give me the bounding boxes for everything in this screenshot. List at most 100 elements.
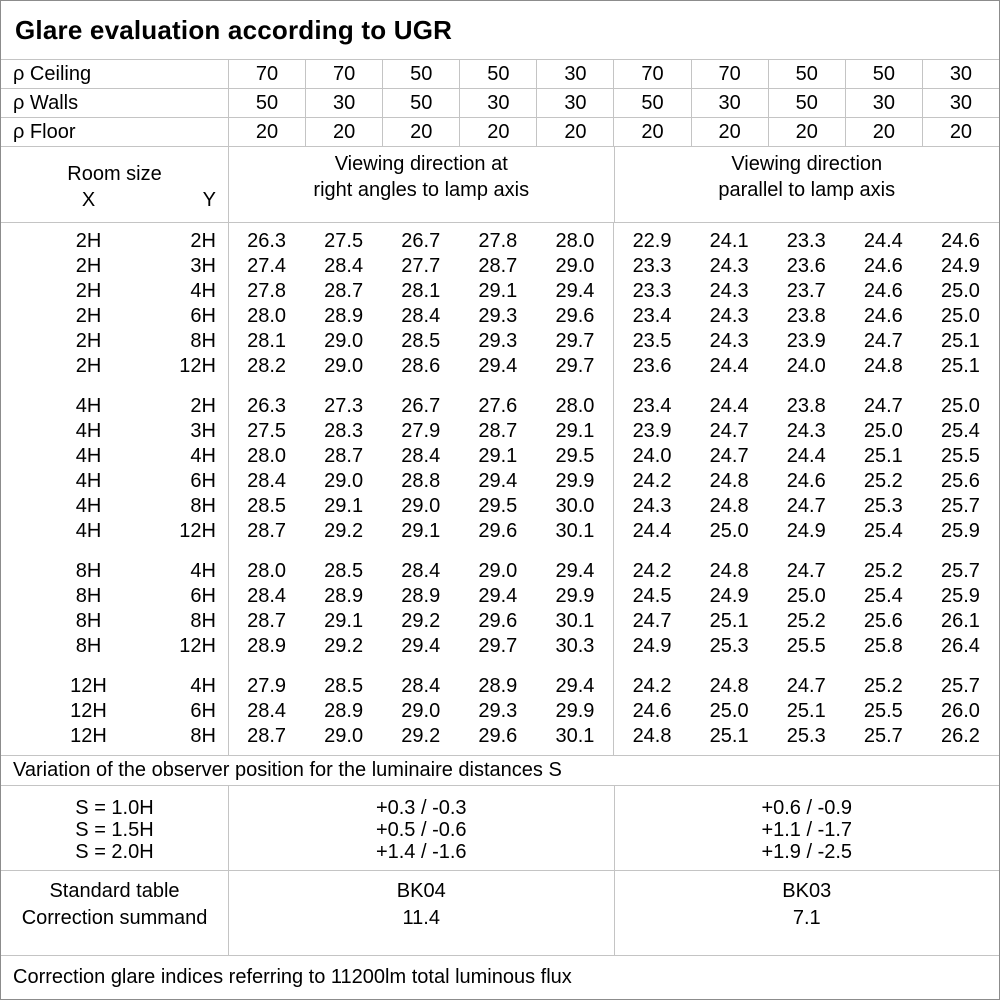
ugr-value-parallel: 24.9	[786, 520, 826, 542]
ugr-value-right-angles: 29.0	[324, 470, 364, 492]
group-header-right-angles: Viewing direction at right angles to lam…	[228, 147, 614, 222]
reflectance-value: 50	[459, 60, 536, 88]
reflectance-row-label: ρ Walls	[13, 91, 79, 114]
ugr-value-right-angles: 29.0	[478, 560, 518, 582]
ugr-value-parallel: 26.4	[940, 635, 980, 657]
table-row: 12H 8H 28.7 29.0 29.2 29.6 30.1 24.8 25.1 25.3 25.…	[1, 724, 999, 749]
spacing-correction-value: +0.3 / -0.3	[375, 797, 467, 819]
reflectance-value: 20	[382, 118, 459, 146]
reflectance-row: ρ Walls 50 30 50 30 30 50 30 50 30 30	[1, 89, 999, 118]
room-size-x-value: 4H	[75, 445, 102, 467]
table-row: 2H 3H 27.4 28.4 27.7 28.7 29.0 23.3 24.3 23.6 24.6…	[1, 254, 999, 279]
ugr-value-right-angles: 29.0	[401, 495, 441, 517]
ugr-value-right-angles: 27.8	[478, 230, 518, 252]
ugr-value-right-angles: 29.1	[478, 445, 518, 467]
ugr-value-right-angles: 28.9	[324, 700, 364, 722]
table-row: 8H 4H 28.0 28.5 28.4 29.0 29.4 24.2 24.8 24.7 25.2…	[1, 559, 999, 584]
ugr-value-parallel: 25.7	[863, 725, 903, 747]
ugr-data-area: 2H 2H 26.3 27.5 26.7 27.8 28.0 22.9 24.1 23.3 24.4…	[1, 223, 999, 756]
table-row: 4H 4H 28.0 28.7 28.4 29.1 29.5 24.0 24.7 24.4 25.1…	[1, 444, 999, 469]
ugr-value-right-angles: 29.2	[324, 520, 364, 542]
room-size-y-value: 6H	[190, 470, 216, 492]
column-separator	[228, 223, 229, 755]
ugr-value-right-angles: 29.7	[555, 330, 595, 352]
ugr-value-right-angles: 29.4	[401, 635, 441, 657]
ugr-value-parallel: 24.9	[632, 635, 672, 657]
ugr-value-right-angles: 28.4	[401, 305, 441, 327]
room-size-x-value: 12H	[70, 675, 107, 697]
ugr-value-parallel: 25.5	[940, 445, 980, 467]
ugr-value-parallel: 24.8	[632, 725, 672, 747]
room-size-x-value: 8H	[75, 560, 102, 582]
ugr-value-right-angles: 28.5	[324, 560, 364, 582]
ugr-value-right-angles: 28.1	[247, 330, 287, 352]
ugr-value-parallel: 24.3	[709, 330, 749, 352]
room-size-y-value: 3H	[190, 420, 216, 442]
ugr-value-parallel: 25.2	[863, 470, 903, 492]
ugr-value-right-angles: 29.3	[478, 330, 518, 352]
ugr-value-right-angles: 28.1	[401, 280, 441, 302]
spacing-values-parallel: +0.6 / -0.9 +1.1 / -1.7 +1.9 / -2.5	[613, 786, 1000, 870]
spacing-correction-value: +0.5 / -0.6	[375, 819, 467, 841]
ugr-value-parallel: 24.6	[863, 305, 903, 327]
ugr-value-right-angles: 28.3	[324, 420, 364, 442]
ugr-value-right-angles: 28.4	[247, 470, 287, 492]
ugr-value-parallel: 24.2	[632, 560, 672, 582]
table-row: 4H 2H 26.3 27.3 26.7 27.6 28.0 23.4 24.4 23.8 24.7…	[1, 394, 999, 419]
ugr-value-parallel: 23.8	[786, 305, 826, 327]
ugr-value-right-angles: 28.0	[247, 305, 287, 327]
ugr-value-parallel: 25.4	[863, 520, 903, 542]
reflectance-value: 30	[921, 60, 999, 88]
ugr-value-parallel: 25.4	[940, 420, 980, 442]
ugr-value-parallel: 25.0	[940, 305, 980, 327]
ugr-value-right-angles: 29.2	[401, 610, 441, 632]
ugr-value-parallel: 25.7	[940, 560, 980, 582]
ugr-value-right-angles: 29.9	[555, 700, 595, 722]
reflectance-value: 50	[767, 89, 845, 117]
ugr-value-parallel: 25.1	[940, 330, 980, 352]
ugr-value-parallel: 24.5	[632, 585, 672, 607]
room-size-x-value: 8H	[75, 635, 102, 657]
ugr-value-parallel: 24.6	[940, 230, 980, 252]
table-row: 8H 8H 28.7 29.1 29.2 29.6 30.1 24.7 25.1 25.2 25.6…	[1, 609, 999, 634]
ugr-value-right-angles: 29.5	[555, 445, 595, 467]
ugr-value-right-angles: 29.2	[401, 725, 441, 747]
reflectance-value: 70	[228, 60, 305, 88]
ugr-value-right-angles: 28.5	[401, 330, 441, 352]
correction-summand-value: 11.4	[402, 907, 440, 929]
ugr-value-right-angles: 28.2	[247, 355, 287, 377]
spacing-labels: S = 1.0H S = 1.5H S = 2.0H	[1, 786, 228, 870]
reflectance-value: 50	[767, 60, 845, 88]
ugr-value-parallel: 25.6	[940, 470, 980, 492]
ugr-value-right-angles: 28.7	[247, 610, 287, 632]
ugr-value-right-angles: 27.4	[247, 255, 287, 277]
reflectance-value: 20	[613, 118, 690, 146]
ugr-value-right-angles: 29.1	[478, 280, 518, 302]
ugr-value-parallel: 25.7	[940, 675, 980, 697]
ugr-value-right-angles: 29.4	[555, 560, 595, 582]
ugr-value-parallel: 24.9	[709, 585, 749, 607]
ugr-value-parallel: 25.5	[786, 635, 826, 657]
room-size-y-value: 8H	[190, 495, 216, 517]
ugr-value-right-angles: 27.7	[401, 255, 441, 277]
spacing-label: S = 2.0H	[75, 841, 154, 863]
ugr-value-parallel: 26.1	[940, 610, 980, 632]
spacing-label: S = 1.5H	[75, 819, 154, 841]
ugr-value-right-angles: 28.4	[247, 585, 287, 607]
ugr-value-right-angles: 28.0	[555, 230, 595, 252]
ugr-value-parallel: 24.4	[863, 230, 903, 252]
room-size-x-value: 2H	[75, 255, 102, 277]
ugr-value-parallel: 23.3	[632, 280, 672, 302]
ugr-value-parallel: 23.9	[632, 420, 672, 442]
table-row: 4H 3H 27.5 28.3 27.9 28.7 29.1 23.9 24.7 24.3 25.0…	[1, 419, 999, 444]
ugr-value-right-angles: 29.0	[324, 725, 364, 747]
ugr-value-parallel: 23.6	[632, 355, 672, 377]
ugr-value-right-angles: 29.9	[555, 470, 595, 492]
ugr-value-right-angles: 29.2	[324, 635, 364, 657]
ugr-value-parallel: 25.0	[863, 420, 903, 442]
reflectance-value: 20	[690, 118, 768, 146]
room-size-block: 8H 4H 28.0 28.5 28.4 29.0 29.4 24.2 24.8 24.7 25.2…	[1, 559, 999, 659]
spacing-label: S = 1.0H	[75, 797, 154, 819]
reflectance-row: ρ Ceiling 70 70 50 50 30 70 70 50 50 30	[1, 60, 999, 89]
ugr-value-parallel: 25.7	[940, 495, 980, 517]
